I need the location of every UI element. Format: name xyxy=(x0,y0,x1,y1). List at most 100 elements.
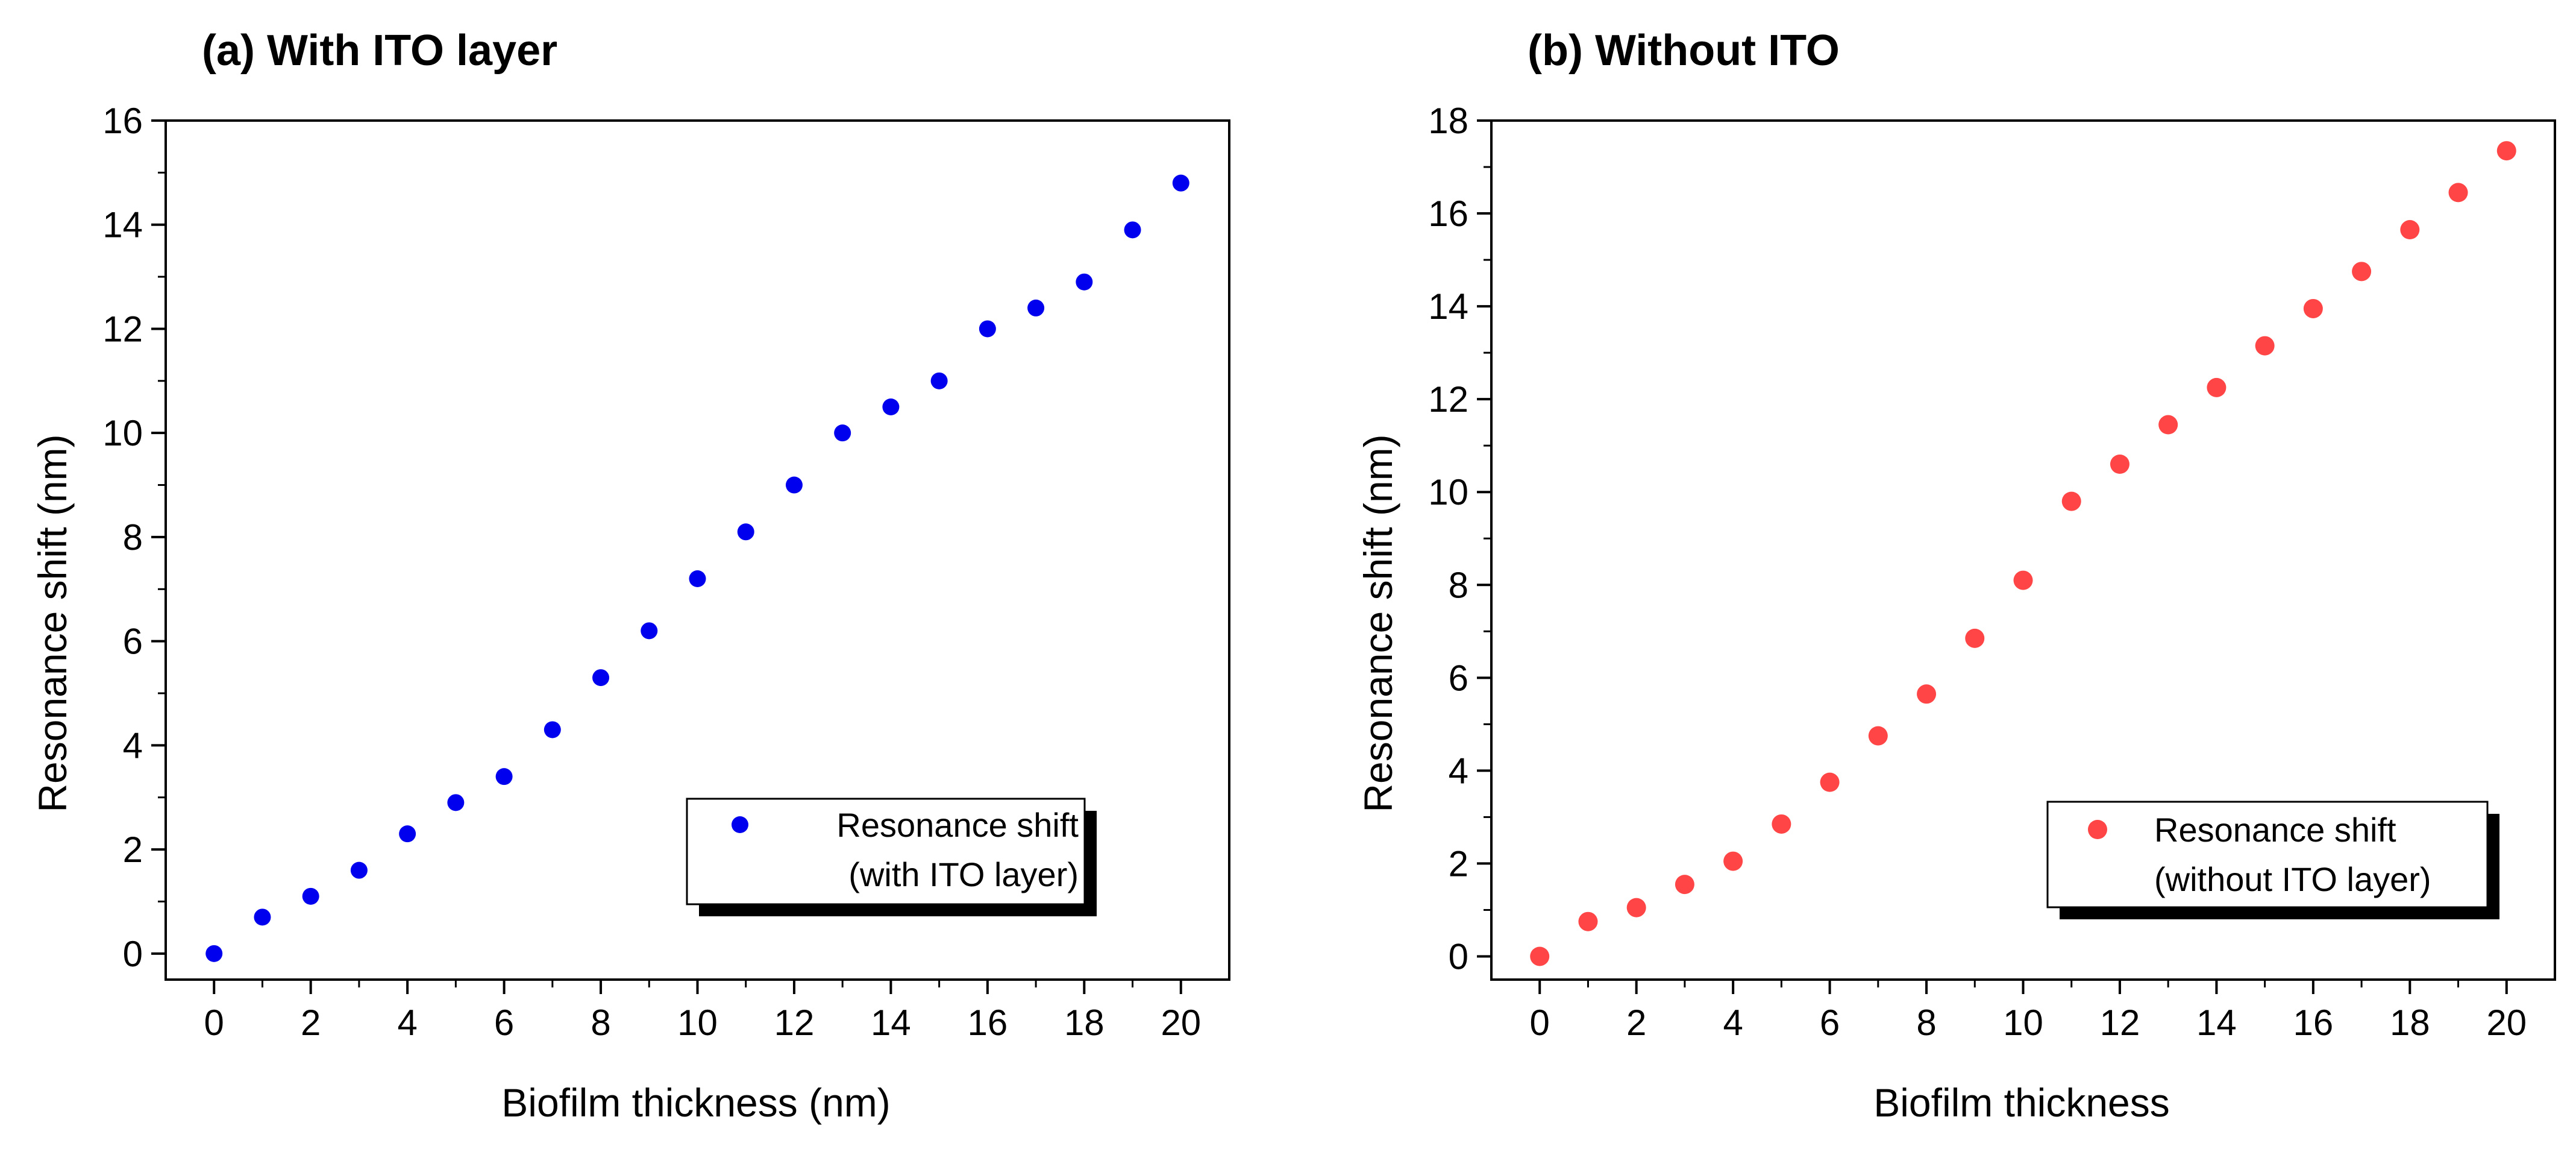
panel-b-y-tick-label: 18 xyxy=(1428,101,1468,141)
panel-b-x-tick-label: 8 xyxy=(1916,1003,1936,1043)
panel-b-title: (b) Without ITO xyxy=(1528,27,1840,75)
panel-a-data-point xyxy=(641,622,658,640)
panel-b-data-point xyxy=(1917,684,1937,704)
panel-b-data-point xyxy=(1965,628,1985,648)
panel-a-data-point xyxy=(495,768,513,785)
panel-a-y-tick-label: 12 xyxy=(102,309,143,349)
panel-a-data-point xyxy=(737,523,754,541)
panel-b-x-tick-label: 12 xyxy=(2100,1003,2140,1043)
panel-a-data-point xyxy=(302,887,319,905)
panel-a-y-tick-label: 4 xyxy=(123,725,143,766)
panel-a-x-tick-label: 20 xyxy=(1161,1003,1201,1043)
panel-a-with-ito: (a) With ITO layer Biofilm thickness (nm… xyxy=(30,27,1230,1125)
panel-b-data-point xyxy=(2013,570,2033,590)
panel-b-y-axis-label: Resonance shift (nm) xyxy=(1356,434,1400,812)
panel-b-x-tick-label: 0 xyxy=(1530,1003,1550,1043)
panel-a-legend-line-2: (with ITO layer) xyxy=(848,855,1079,893)
panel-b-data-point xyxy=(1820,772,1840,792)
panel-b-y-tick-label: 8 xyxy=(1449,565,1468,605)
panel-b-y-tick-label: 6 xyxy=(1449,658,1468,698)
panel-b-x-tick-label: 2 xyxy=(1626,1003,1646,1043)
panel-a-data-point xyxy=(544,721,561,738)
panel-a-y-tick-label: 14 xyxy=(102,205,143,245)
panel-a-x-tick-label: 0 xyxy=(204,1003,224,1043)
panel-b-y-tick-label: 16 xyxy=(1428,194,1468,234)
panel-b-data-point xyxy=(2448,183,2468,203)
panel-b-data-point xyxy=(2061,491,2081,511)
panel-b-x-tick-label: 4 xyxy=(1723,1003,1743,1043)
panel-b-data-point xyxy=(1723,851,1743,871)
panel-a-data-point xyxy=(447,794,465,811)
panel-a-legend-box xyxy=(686,798,1086,905)
panel-b-y-tick-label: 10 xyxy=(1428,472,1468,512)
panel-b-legend-line-1: Resonance shift xyxy=(2154,811,2396,849)
panel-a-data-point xyxy=(882,398,900,415)
panel-a-data-point xyxy=(1027,299,1045,316)
panel-b-data-point xyxy=(1626,898,1646,918)
panel-b-data-point xyxy=(2110,455,2129,474)
panel-a-legend: Resonance shift (with ITO layer) xyxy=(686,798,1097,916)
panel-b-y-tick-label: 4 xyxy=(1449,751,1468,791)
panel-a-data-point xyxy=(930,372,948,389)
panel-b-legend-marker xyxy=(2088,820,2107,839)
panel-b-x-tick-label: 20 xyxy=(2486,1003,2527,1043)
panel-a-plot-area: 0 2 4 6 8 10 12 14 16 18 20 0 2 4 6 8 10 12 14 16 xyxy=(102,101,1230,1043)
panel-b-legend-line-2: (without ITO layer) xyxy=(2154,860,2431,898)
panel-b-y-tick-label: 0 xyxy=(1449,936,1468,977)
panel-a-y-tick-label: 16 xyxy=(102,101,143,141)
panel-b-plot-area: 0 2 4 6 8 10 12 14 16 18 20 0 2 4 6 8 10 12 14 16 18 xyxy=(1428,101,2556,1043)
panel-b-data-point xyxy=(2207,377,2227,397)
panel-b-without-ito: (b) Without ITO Biofilm thickness Resona… xyxy=(1356,27,2556,1125)
panel-a-data-point xyxy=(399,825,416,843)
panel-b-data-point xyxy=(2158,415,2178,435)
panel-b-data-point xyxy=(2400,220,2420,240)
panel-a-y-tick-label: 0 xyxy=(123,934,143,974)
panel-b-legend: Resonance shift (without ITO layer) xyxy=(2046,801,2499,919)
panel-a-legend-marker xyxy=(732,816,748,833)
panel-b-x-tick-label: 16 xyxy=(2293,1003,2333,1043)
panel-a-data-point xyxy=(205,945,223,962)
panel-b-data-point xyxy=(1772,814,1791,834)
panel-b-data-point xyxy=(1675,875,1694,895)
panel-b-x-tick-label: 18 xyxy=(2390,1003,2430,1043)
panel-a-y-axis-label: Resonance shift (nm) xyxy=(30,434,75,812)
panel-a-data-point xyxy=(979,320,996,338)
panel-b-data-point xyxy=(1530,946,1550,966)
panel-a-x-tick-label: 18 xyxy=(1064,1003,1105,1043)
panel-b-legend-box xyxy=(2046,801,2489,908)
panel-b-x-tick-label: 14 xyxy=(2196,1003,2237,1043)
panel-a-data-point xyxy=(592,669,610,687)
panel-a-x-tick-label: 4 xyxy=(397,1003,417,1043)
panel-a-data-point xyxy=(1172,174,1189,192)
panel-b-x-tick-label: 10 xyxy=(2003,1003,2043,1043)
panel-b-data-point xyxy=(2303,298,2323,318)
panel-a-data-point xyxy=(350,861,368,879)
panel-b-x-tick-label: 6 xyxy=(1820,1003,1840,1043)
panel-a-data-point xyxy=(689,570,706,587)
panel-b-data-point xyxy=(2496,141,2516,161)
panel-a-x-tick-label: 12 xyxy=(774,1003,815,1043)
panel-a-y-tick-label: 6 xyxy=(123,622,143,662)
panel-b-y-tick-label: 14 xyxy=(1428,286,1468,327)
panel-a-x-axis-label: Biofilm thickness (nm) xyxy=(501,1080,890,1125)
panel-a-title: (a) With ITO layer xyxy=(202,27,557,75)
panel-b-y-tick-label: 12 xyxy=(1428,379,1468,420)
panel-a-x-tick-label: 16 xyxy=(967,1003,1008,1043)
panel-b-data-point xyxy=(2255,336,2275,356)
panel-a-x-tick-label: 14 xyxy=(871,1003,911,1043)
panel-b-y-tick-label: 2 xyxy=(1449,843,1468,884)
panel-a-x-tick-label: 6 xyxy=(494,1003,514,1043)
panel-a-y-tick-label: 8 xyxy=(123,517,143,558)
panel-a-x-tick-label: 8 xyxy=(591,1003,610,1043)
panel-a-data-point xyxy=(1076,273,1093,291)
panel-a-data-point xyxy=(254,908,271,926)
panel-a-legend-line-1: Resonance shift xyxy=(836,806,1079,844)
panel-b-x-axis-label: Biofilm thickness xyxy=(1873,1080,2170,1125)
panel-a-y-tick-label: 10 xyxy=(102,413,143,453)
panel-a-data-point xyxy=(785,476,803,494)
panel-a-y-tick-label: 2 xyxy=(123,829,143,870)
panel-a-x-tick-label: 2 xyxy=(301,1003,321,1043)
panel-a-x-tick-label: 10 xyxy=(677,1003,718,1043)
panel-b-data-point xyxy=(2352,262,2372,282)
